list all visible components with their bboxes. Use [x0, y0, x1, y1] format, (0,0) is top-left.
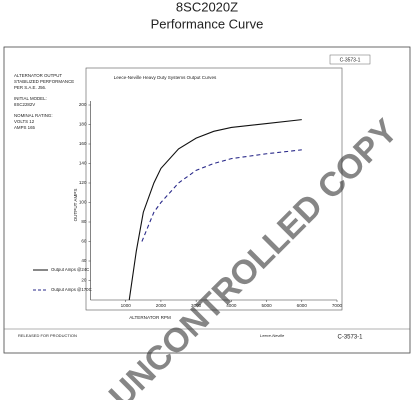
side-note: VOLTS 12: [14, 119, 35, 124]
legend-label: Output Amps @24C: [51, 267, 89, 272]
y-tick-label: 80: [81, 219, 87, 224]
x-tick-label: 7000: [332, 303, 343, 308]
doc-number-box: [329, 54, 371, 65]
footer-text: Leece-Neville: [260, 333, 285, 338]
y-tick-label: 140: [79, 161, 87, 166]
side-note: 8SC2282V: [14, 102, 35, 107]
series-line: [141, 149, 302, 242]
legend-label: Output Amps @170C: [51, 287, 92, 292]
side-note: PER S.A.E. J56.: [14, 85, 46, 90]
title-block: [3, 328, 411, 354]
side-note: STABILIZED PERFORMANCE: [14, 79, 74, 84]
side-note: AMPS 165: [14, 125, 36, 130]
x-tick-label: 4000: [226, 303, 237, 308]
y-tick-label: 120: [79, 180, 87, 185]
page-subtitle: Performance Curve: [151, 16, 264, 31]
y-tick-label: 40: [81, 258, 87, 263]
side-note: NOMINAL RATING:: [14, 113, 53, 118]
y-tick-label: 20: [81, 278, 87, 283]
side-note: ALTERNATOR OUTPUT: [14, 73, 62, 78]
y-tick-label: 100: [79, 200, 87, 205]
x-tick-label: 5000: [261, 303, 272, 308]
series-line: [128, 119, 302, 301]
chart-frame: [85, 67, 343, 311]
y-tick-label: 60: [81, 239, 87, 244]
y-axis-label: OUTPUT AMPS: [73, 189, 78, 222]
plot: 1000 2000 3000 4000 5000 6000 7000 20 40 60 80 100 1…: [14, 73, 343, 308]
doc-number: C-3573-1: [340, 57, 361, 63]
side-note: INITIAL MODEL:: [14, 96, 47, 101]
y-tick-label: 160: [79, 141, 87, 146]
footer-text: C-3573-1: [337, 335, 363, 341]
chart-title: Leece-Neville Heavy Duty Systems Output …: [114, 75, 217, 80]
page-title: 8SC2020Z: [176, 0, 238, 14]
y-tick-label: 180: [79, 122, 87, 127]
y-tick-label: 200: [79, 102, 87, 107]
x-tick-label: 1000: [121, 303, 132, 308]
x-tick-label: 2000: [156, 303, 167, 308]
footer-text: RELEASED FOR PRODUCTION: [18, 333, 77, 338]
x-tick-label: 6000: [297, 303, 308, 308]
x-axis-label: ALTERNATOR RPM: [129, 315, 171, 320]
x-tick-label: 3000: [191, 303, 202, 308]
